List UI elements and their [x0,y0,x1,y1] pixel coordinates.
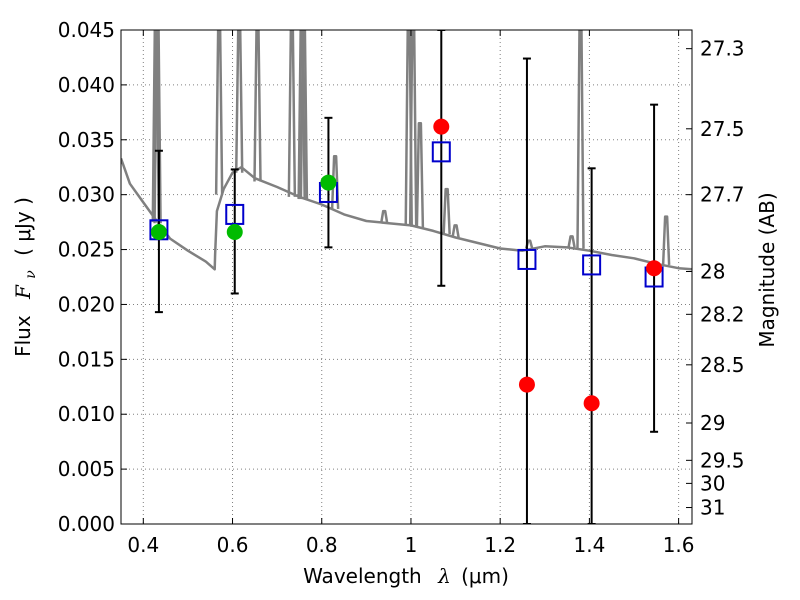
sed-continuum-line [121,157,692,271]
emission-line-spike [451,224,460,238]
observed-green-point [150,223,167,240]
right-tick-label: 27.5 [700,117,745,141]
right-tick-label: 28.5 [700,353,745,377]
model-photometry-square [225,203,245,225]
right-tick-label: 29 [700,411,725,435]
emission-line-spike [661,215,671,265]
emission-line-spike [408,30,418,226]
y-tick-label: 0.010 [58,402,115,426]
y-tick-label: 0.005 [58,457,115,481]
right-tick-label: 28 [700,260,725,284]
emission-line-spike [567,235,576,248]
model-photometry-square [517,248,537,270]
axes: 0.4 0.6 0.8 1 1.2 1.4 1.6 0.000 0.005 0.010 0.015 0… [58,18,745,557]
emission-line-spike [415,122,425,228]
y-axis-label: Flux F ν ( μJy ) [11,197,40,357]
y-tick-label: 0.035 [58,128,115,152]
emission-line-spike [214,30,224,195]
emission-line-spike [253,30,262,182]
x-tick-label: 1.6 [663,533,695,557]
observed-red-point [518,376,535,393]
x-tick-label: 0.8 [306,533,338,557]
plot-frame [120,29,693,525]
y-tick-label: 0.030 [58,183,115,207]
plot-area [121,30,692,524]
emission-line-spike [234,30,244,173]
y-tick-label: 0.040 [58,73,115,97]
right-tick-label: 30 [700,471,725,495]
observed-red-point [646,260,663,277]
emission-line-spike [297,30,306,200]
x-axis-label: Wavelength λ (μm) [303,564,509,588]
y-tick-label: 0.025 [58,238,115,262]
x-tick-label: 0.4 [127,533,159,557]
y-tick-label: 0.000 [58,512,115,536]
emission-line-spike [442,187,451,235]
emission-line-spike [299,30,309,200]
emission-line-spike [287,30,297,197]
model-photometry-square [431,141,451,163]
y-tick-label: 0.020 [58,292,115,316]
y-tick-label: 0.045 [58,18,115,42]
x-tick-label: 1.2 [484,533,516,557]
emission-line-spike [576,30,585,249]
x-tick-label: 0.6 [217,533,249,557]
right-tick-label: 28.2 [700,302,745,326]
observed-red-point [433,118,450,135]
emission-line-spike [153,30,162,224]
right-tick-label: 27.7 [700,183,745,207]
emission-line-spike [379,209,389,224]
x-tick-label: 1.4 [573,533,605,557]
observed-red-point [583,395,600,412]
y-tick-label: 0.015 [58,347,115,371]
x-tick-label: 1 [405,533,418,557]
model-photometry-square [582,254,602,276]
emission-line-spike [151,30,161,223]
observed-green-point [226,223,243,240]
right-tick-label: 29.5 [700,448,745,472]
right-tick-label: 27.3 [700,37,745,61]
right-axis-label: Magnitude (AB) [755,192,779,347]
right-tick-label: 31 [700,496,725,520]
observed-green-point [320,174,337,191]
